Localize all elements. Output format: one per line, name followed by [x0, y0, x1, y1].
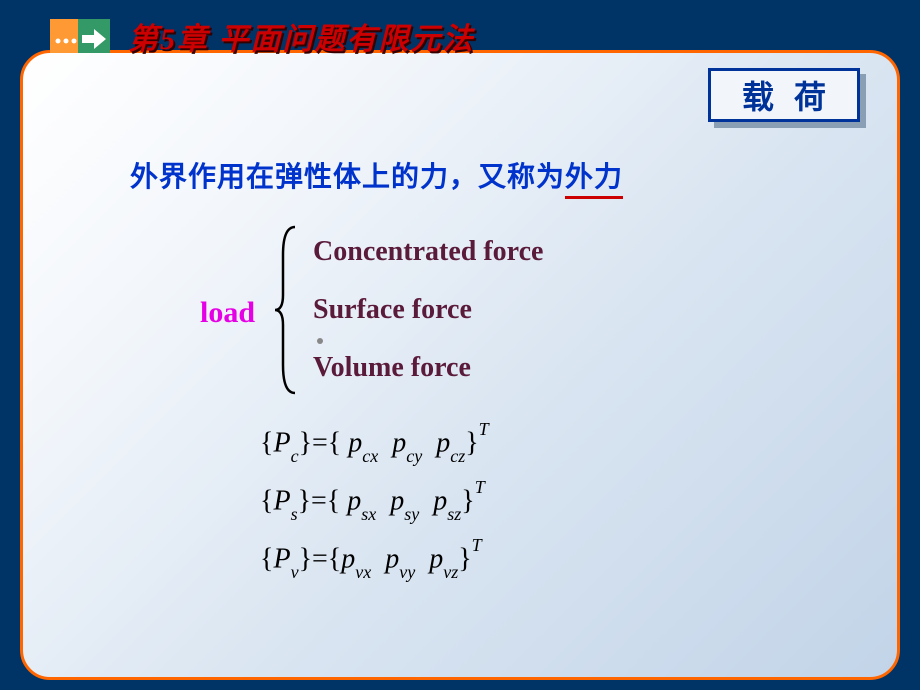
eq-lhs-sub: c	[291, 446, 299, 466]
intro-prefix: 外界作用在弹性体上的力，又称为	[130, 162, 565, 193]
equation-row: {Pv}={pvx pvy pvz}T	[260, 541, 489, 579]
force-item: Concentrated force	[313, 236, 543, 268]
equation-row: {Pc}={ pcx pcy pcz}T	[260, 425, 489, 463]
eq-term: cy	[406, 446, 422, 466]
logo-icon	[50, 19, 110, 53]
eq-lhs-sub: v	[291, 562, 299, 582]
load-definition: load Concentrated force Surface force Vo…	[200, 225, 543, 395]
eq-term: sy	[404, 504, 419, 524]
topic-badge: 载荷	[708, 68, 860, 122]
badge-box: 载荷	[708, 68, 860, 122]
eq-term: cx	[362, 446, 378, 466]
load-label: load	[200, 296, 255, 330]
equation-row: {Ps}={ psx psy psz}T	[260, 483, 489, 521]
eq-lhs-sub: s	[291, 504, 298, 524]
eq-term: vz	[443, 562, 458, 582]
eq-term: vy	[399, 562, 415, 582]
slide-header: 第5章 平面问题有限元法	[50, 14, 475, 58]
chapter-title: 第5章 平面问题有限元法	[128, 14, 475, 58]
force-list: Concentrated force Surface force Volume …	[313, 236, 543, 384]
equations-block: {Pc}={ pcx pcy pcz}T {Ps}={ psx psy psz}…	[260, 425, 489, 579]
intro-line: 外界作用在弹性体上的力，又称为外力	[130, 155, 623, 195]
center-marker-icon	[317, 338, 323, 344]
eq-term: cz	[450, 446, 465, 466]
eq-term: sx	[361, 504, 376, 524]
eq-term: sz	[447, 504, 461, 524]
eq-term: vx	[355, 562, 371, 582]
intro-underlined: 外力	[565, 155, 623, 195]
brace-icon	[273, 225, 301, 395]
force-item: Volume force	[313, 352, 543, 384]
badge-text: 载荷	[722, 72, 846, 118]
force-item: Surface force	[313, 294, 543, 326]
